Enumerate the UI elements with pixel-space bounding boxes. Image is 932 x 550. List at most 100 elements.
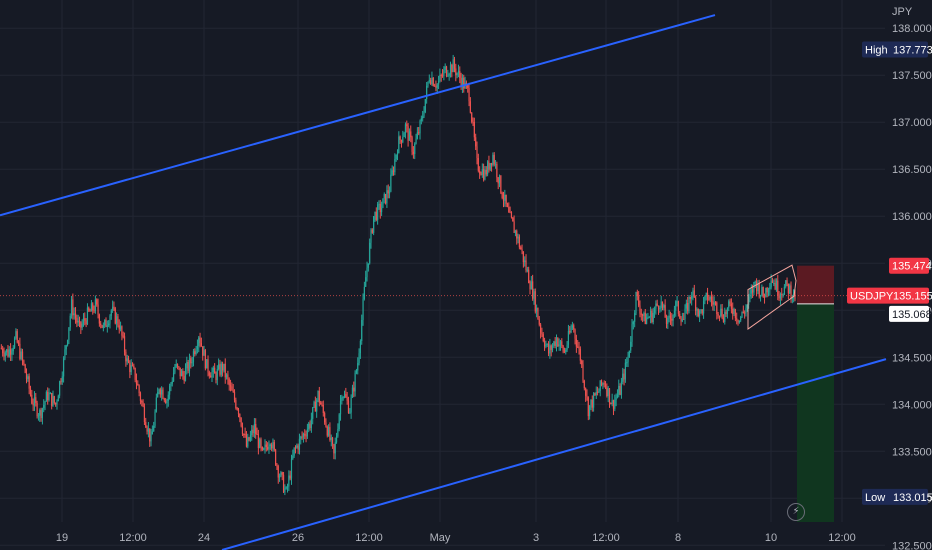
x-axis: 19 12:00 24 26 12:00 May 3 12:00 8 10 12:00: [56, 532, 856, 544]
candle-body: [533, 291, 535, 299]
candle-body: [248, 437, 250, 441]
x-tick-label: 12:00: [119, 532, 147, 544]
low-badge: Low 133.015: [862, 488, 932, 505]
candle-body: [228, 379, 230, 386]
candle-body: [321, 404, 323, 406]
candle-body: [357, 363, 359, 371]
candle-body: [112, 306, 114, 311]
candle-body: [135, 379, 138, 384]
candle-body: [44, 401, 46, 405]
candle-body: [532, 281, 534, 299]
candle-body: [109, 315, 111, 324]
y-tick-label: 133.500: [892, 446, 932, 458]
candle-body: [575, 338, 577, 347]
candle-body: [326, 426, 328, 436]
candle-body: [418, 132, 420, 134]
candle-body: [49, 393, 51, 395]
candle-body: [305, 435, 307, 437]
candle-body: [363, 286, 365, 300]
candle-body: [688, 296, 690, 312]
stop-badge: 135.474: [889, 257, 932, 274]
candle-body: [611, 400, 613, 405]
candle-body: [269, 444, 271, 446]
candle-body: [180, 371, 183, 377]
x-tick-label: 12:00: [828, 532, 856, 544]
candle-body: [101, 324, 103, 328]
candle-body: [277, 466, 279, 478]
candle-body: [297, 445, 299, 450]
candle-body: [395, 154, 397, 160]
candle-body: [309, 423, 311, 429]
candle-body: [738, 320, 740, 323]
candle-body: [328, 427, 330, 436]
candle-body: [554, 341, 556, 347]
candle-body: [646, 317, 648, 325]
candle-body: [467, 84, 469, 88]
candle-body: [359, 341, 361, 354]
candle-body: [769, 287, 771, 290]
candle-body: [718, 315, 721, 317]
candle-body: [183, 376, 185, 381]
candle-body: [346, 397, 348, 401]
candle-body: [280, 472, 282, 477]
candle-body: [783, 286, 785, 295]
candle-body: [174, 366, 176, 373]
x-tick-label: May: [430, 532, 451, 544]
candle-body: [289, 475, 291, 479]
candle-body: [526, 269, 528, 271]
candle-body: [447, 75, 449, 77]
candle-body: [353, 387, 355, 392]
high-badge: High 137.773: [862, 41, 932, 58]
y-axis: 132.500133.000133.500134.000134.500135.0…: [892, 23, 932, 550]
candle-body: [349, 412, 351, 414]
candle-body: [741, 311, 743, 318]
candle-body: [402, 137, 404, 143]
candle-body: [211, 371, 213, 378]
candle-body: [648, 317, 650, 319]
candle-body: [591, 399, 593, 408]
candle-body: [216, 369, 218, 381]
candle-body: [121, 326, 123, 336]
candle-body: [159, 389, 161, 395]
candle-body: [351, 387, 354, 398]
candle-body: [434, 85, 436, 87]
candle-body: [325, 422, 327, 427]
candle-body: [754, 281, 756, 283]
candle-body: [138, 385, 140, 394]
candle-body: [317, 391, 319, 401]
candle-body: [494, 164, 497, 166]
candle-body: [388, 191, 391, 194]
candle-body: [468, 87, 470, 102]
last-price-badge-label: USDJPY: [850, 291, 894, 303]
candle-body: [106, 325, 108, 327]
candle-body: [483, 169, 485, 180]
candle-body: [223, 363, 225, 371]
candle-body: [229, 385, 232, 387]
candle-body: [676, 301, 678, 303]
candle-body: [382, 198, 384, 208]
candle-body: [714, 302, 717, 304]
candle-body: [52, 396, 54, 406]
candle-body: [734, 309, 736, 319]
candle-body: [765, 287, 767, 298]
alert-icon[interactable]: ⚡: [787, 503, 805, 521]
candle-body: [93, 310, 95, 312]
candle-body: [28, 376, 30, 389]
candle-body: [23, 360, 25, 365]
candle-body: [428, 80, 430, 82]
candle-body: [669, 315, 672, 319]
candle-body: [516, 230, 518, 239]
candle-body: [252, 429, 254, 434]
candle-body: [247, 437, 249, 447]
candle-body: [43, 404, 45, 409]
candle-body: [598, 390, 600, 393]
candle-body: [653, 308, 656, 313]
candle-body: [684, 308, 686, 320]
candle-body: [141, 400, 143, 403]
candle-body: [550, 345, 552, 350]
candle-body: [443, 69, 445, 76]
candle-body: [358, 353, 360, 364]
candle-body: [145, 421, 147, 428]
